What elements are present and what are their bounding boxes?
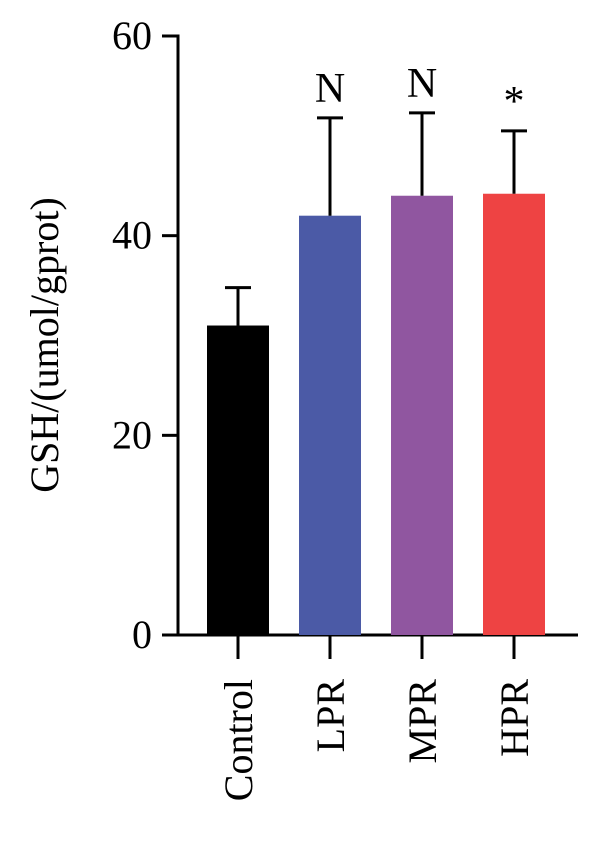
y-tick-label-20: 20	[112, 412, 152, 457]
bar-mpr	[391, 195, 453, 635]
x-tick-label-hpr: HPR	[492, 679, 537, 757]
y-tick-label-40: 40	[112, 213, 152, 258]
bar-lpr	[299, 215, 361, 635]
x-tick-label-control: Control	[216, 679, 261, 801]
y-tick-label-0: 0	[132, 612, 152, 657]
y-tick-label-60: 60	[112, 13, 152, 58]
bar-control	[207, 325, 269, 635]
significance-hpr: *	[504, 79, 525, 125]
bar-hpr	[483, 193, 545, 635]
x-tick-label-mpr: MPR	[400, 679, 445, 764]
significance-mpr: N	[407, 61, 437, 107]
y-axis-label: GSH/(umol/gprot)	[22, 197, 67, 493]
x-tick-label-lpr: LPR	[308, 679, 353, 753]
significance-lpr: N	[315, 66, 345, 112]
plot-area: 0 20 40 60 Control N LPR N MPR * HPR	[112, 13, 578, 801]
